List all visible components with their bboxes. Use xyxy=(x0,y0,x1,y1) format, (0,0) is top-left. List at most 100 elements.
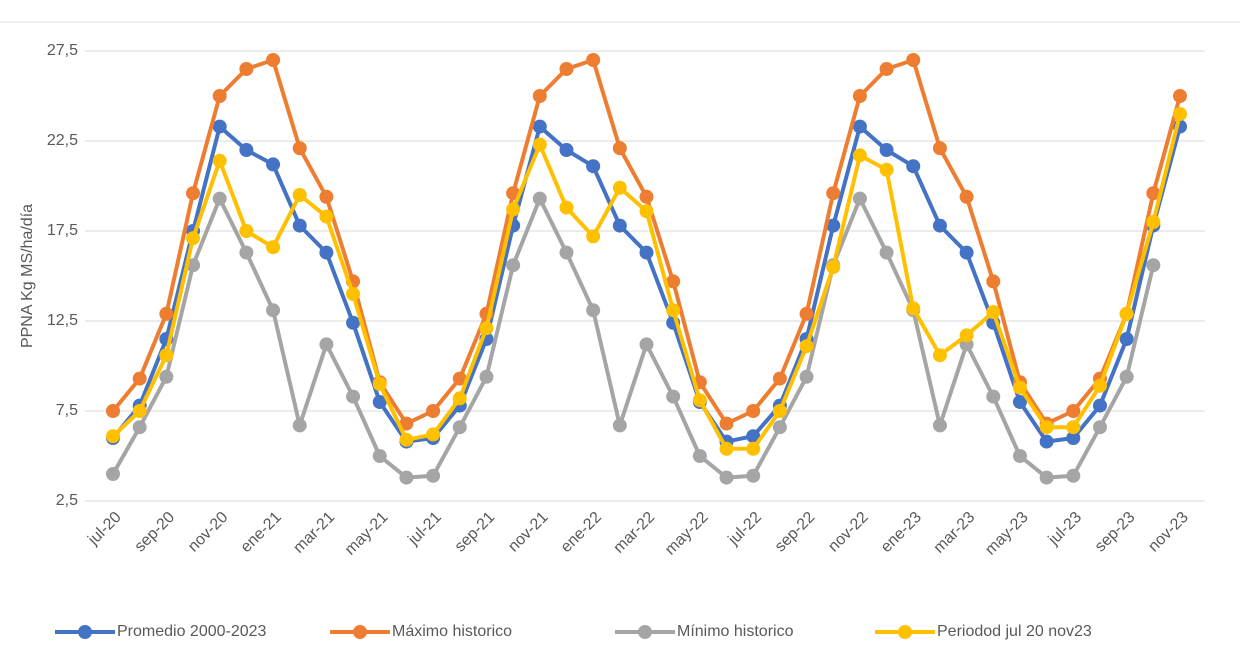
data-point xyxy=(452,391,467,406)
x-tick-label: sep-22 xyxy=(772,509,819,556)
legend-label: Mínimo historico xyxy=(677,623,794,640)
data-point xyxy=(426,468,441,483)
data-point xyxy=(319,337,334,352)
data-point xyxy=(532,119,547,134)
data-point xyxy=(506,202,521,217)
data-point xyxy=(1092,378,1107,393)
data-point xyxy=(266,303,281,318)
data-point xyxy=(986,389,1001,404)
data-point xyxy=(666,303,681,318)
y-tick-label: 27,5 xyxy=(47,42,78,59)
x-tick-label: jul-21 xyxy=(405,509,445,549)
x-tick-label: ene-21 xyxy=(238,509,285,556)
data-point xyxy=(799,339,814,354)
x-tick-label: may-22 xyxy=(662,509,712,559)
data-point xyxy=(692,449,707,463)
data-point xyxy=(906,301,921,316)
data-point xyxy=(879,162,894,177)
data-point xyxy=(159,369,174,384)
legend-item: Promedio 2000-2023 xyxy=(55,623,267,640)
data-point xyxy=(1119,369,1134,384)
data-point xyxy=(826,260,841,274)
legend-item: Máximo historico xyxy=(330,623,512,640)
data-point xyxy=(1012,380,1027,395)
data-point xyxy=(719,470,734,485)
data-point xyxy=(452,420,467,435)
data-point xyxy=(639,337,654,352)
data-point xyxy=(1066,468,1081,483)
data-point xyxy=(292,188,307,202)
data-point xyxy=(986,274,1001,289)
legend-marker xyxy=(353,625,367,639)
data-point xyxy=(106,404,120,418)
y-tick-label: 17,5 xyxy=(47,222,78,239)
x-tick-label: sep-21 xyxy=(452,509,499,556)
x-tick-label: jul-20 xyxy=(84,509,124,549)
data-point xyxy=(959,245,974,260)
data-point xyxy=(906,53,921,67)
data-point xyxy=(1039,470,1054,485)
data-point xyxy=(479,369,494,384)
data-point xyxy=(1173,107,1187,121)
data-point xyxy=(426,404,441,418)
x-tick-label: nov-23 xyxy=(1145,509,1192,556)
data-point xyxy=(746,429,761,444)
legend-item: Periodod jul 20 nov23 xyxy=(875,623,1092,640)
data-point xyxy=(612,418,627,433)
data-point xyxy=(319,245,334,260)
data-point xyxy=(799,369,814,384)
data-point xyxy=(852,191,867,206)
data-point xyxy=(586,53,601,67)
data-point xyxy=(586,159,601,174)
y-tick-label: 12,5 xyxy=(47,312,78,329)
data-point xyxy=(1012,449,1027,463)
data-point xyxy=(612,180,627,195)
data-point xyxy=(319,189,334,204)
data-point xyxy=(159,348,174,363)
y-tick-label: 7,5 xyxy=(56,402,78,419)
data-point xyxy=(1066,431,1081,445)
data-point xyxy=(372,449,387,463)
data-point xyxy=(266,157,281,172)
x-tick-label: nov-22 xyxy=(825,509,872,556)
data-point xyxy=(986,305,1001,319)
data-point xyxy=(292,141,307,156)
data-point xyxy=(666,274,681,289)
data-point xyxy=(719,441,734,456)
data-point xyxy=(852,148,867,163)
data-point xyxy=(159,306,174,321)
legend-label: Periodod jul 20 nov23 xyxy=(937,623,1092,640)
data-point xyxy=(799,306,814,321)
legend-label: Promedio 2000-2023 xyxy=(117,623,267,640)
data-point xyxy=(906,159,921,174)
data-point xyxy=(746,441,761,456)
data-point xyxy=(399,432,414,447)
x-tick-label: may-21 xyxy=(342,509,392,559)
y-axis-title: PPNA Kg MS/ha/día xyxy=(19,204,36,348)
data-point xyxy=(932,218,947,233)
data-point xyxy=(719,416,734,431)
x-tick-label: mar-23 xyxy=(931,509,979,557)
data-point xyxy=(1012,395,1027,409)
data-point xyxy=(772,404,787,418)
data-point xyxy=(692,393,707,408)
series-line xyxy=(111,196,1156,480)
data-point xyxy=(506,258,521,273)
data-point xyxy=(639,189,654,204)
data-point xyxy=(559,245,574,260)
data-point xyxy=(959,328,974,343)
data-point xyxy=(772,371,787,386)
data-point xyxy=(372,377,387,391)
data-point xyxy=(559,200,574,215)
data-point xyxy=(372,395,387,409)
data-point xyxy=(346,315,361,330)
data-point xyxy=(212,89,227,103)
data-point xyxy=(879,143,894,157)
data-point xyxy=(666,389,681,404)
data-point xyxy=(212,191,227,206)
legend-marker xyxy=(78,625,92,639)
data-point xyxy=(132,371,147,386)
data-point xyxy=(959,189,974,204)
data-point xyxy=(1039,420,1054,435)
data-point xyxy=(186,186,201,201)
